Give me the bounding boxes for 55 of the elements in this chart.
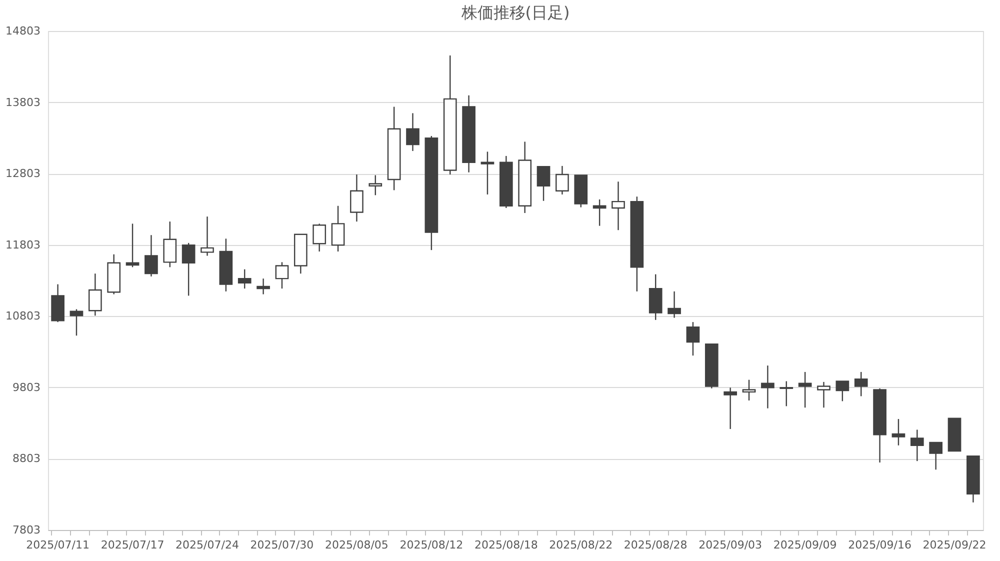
candlestick — [761, 364, 774, 409]
chart-title: 株価推移(日足) — [460, 3, 570, 22]
x-tick-label: 2025/08/22 — [549, 538, 613, 552]
candlestick — [350, 174, 364, 222]
x-tick-label: 2025/08/05 — [325, 538, 388, 552]
y-tick-label: 7803 — [12, 524, 40, 536]
y-tick-label: 14803 — [6, 24, 40, 38]
y-tick-label: 13803 — [6, 96, 40, 109]
candlestick — [910, 429, 924, 462]
candlestick — [126, 223, 140, 268]
candlestick — [854, 371, 868, 397]
candlestick — [668, 290, 681, 318]
candlestick — [780, 380, 794, 407]
candlestick — [480, 151, 494, 196]
x-tick-label: 2025/09/03 — [698, 538, 762, 552]
y-tick-label: 10803 — [6, 310, 40, 323]
y-tick-label: 11803 — [6, 238, 40, 252]
candlestick — [275, 262, 289, 290]
y-tick-label: 9803 — [12, 380, 40, 394]
candlestick — [742, 379, 756, 402]
candlestick — [238, 268, 252, 290]
candlestick — [368, 174, 382, 196]
candlestick — [312, 223, 326, 252]
x-tick-label: 2025/08/18 — [474, 538, 538, 552]
x-tick-label: 2025/08/28 — [624, 538, 688, 552]
candlestick — [892, 418, 906, 446]
candlestick — [592, 198, 606, 226]
x-tick-label: 2025/09/09 — [773, 538, 837, 552]
candlestick — [331, 205, 345, 252]
candlestick — [144, 234, 158, 278]
candlestick — [929, 442, 942, 470]
y-tick-label: 8803 — [12, 452, 40, 466]
candlestick — [836, 380, 850, 402]
x-tick-label: 2025/07/24 — [176, 538, 239, 552]
candlestick — [798, 371, 812, 408]
candlestick — [686, 321, 700, 356]
x-tick-label: 2025/09/16 — [848, 538, 912, 552]
candlestick — [70, 308, 84, 336]
candlestick — [536, 166, 550, 202]
candlestick — [724, 387, 738, 430]
candlestick — [88, 272, 102, 316]
x-tick-label: 2025/09/22 — [922, 538, 986, 552]
candlestick — [556, 165, 569, 196]
candlestick — [612, 181, 625, 231]
x-tick-label: 2025/07/30 — [250, 538, 314, 552]
y-tick-label: 12803 — [6, 167, 40, 180]
candlestick — [163, 220, 177, 268]
x-tick-label: 2025/08/12 — [400, 538, 464, 552]
x-tick-label: 2025/07/17 — [100, 538, 164, 552]
candlestick — [182, 242, 196, 296]
candlestick — [817, 381, 830, 408]
candlestick — [200, 216, 214, 256]
x-tick-label: 2025/07/11 — [26, 538, 90, 552]
candlestick — [256, 278, 270, 295]
candlestick — [406, 112, 420, 152]
